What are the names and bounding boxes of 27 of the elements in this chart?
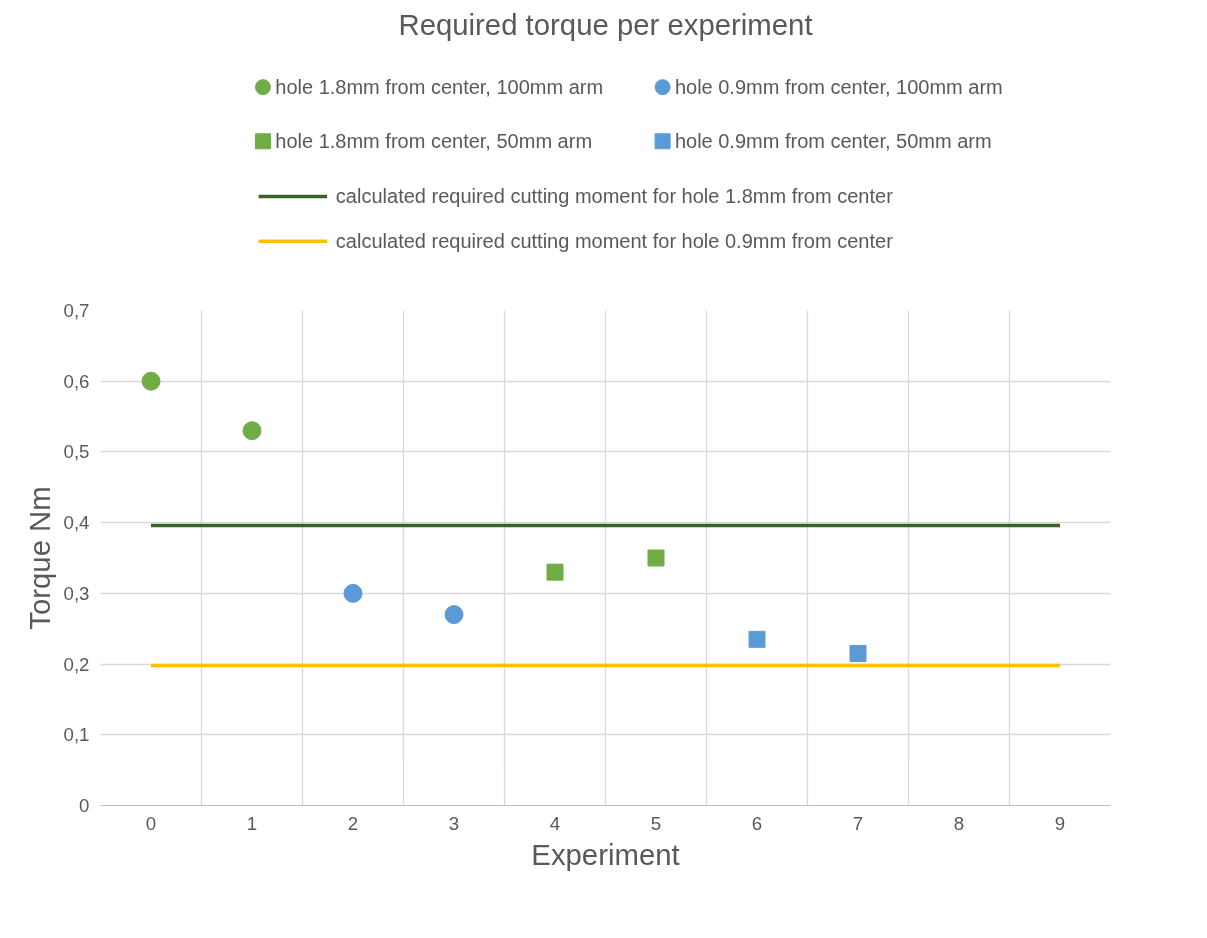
x-tick-label: 7 (852, 812, 864, 834)
y-axis-title: Torque Nm (22, 486, 56, 630)
legend-label: calculated required cutting moment for hole 0.9mm from center (335, 230, 894, 253)
y-tick-label: 0,2 (63, 653, 90, 675)
x-tick-label: 2 (347, 812, 359, 834)
y-tick-label: 0,1 (63, 724, 90, 746)
x-tick-label: 8 (953, 812, 965, 834)
x-tick-label: 1 (246, 812, 258, 834)
chart-title: Required torque per experiment (398, 7, 813, 41)
legend-label: hole 1.8mm from center, 100mm arm (275, 76, 604, 99)
x-tick-label: 3 (448, 812, 460, 834)
x-tick-label: 6 (751, 812, 763, 834)
x-tick-label: 0 (145, 812, 157, 834)
x-tick-label: 4 (549, 812, 561, 834)
legend-label: calculated required cutting moment for hole 1.8mm from center (335, 185, 894, 208)
y-tick-label: 0,4 (63, 512, 90, 534)
y-tick-label: 0,7 (63, 300, 90, 321)
legend-label: hole 0.9mm from center, 100mm arm (674, 76, 1003, 99)
y-tick-label: 0 (79, 795, 90, 816)
x-tick-label: 5 (650, 812, 662, 834)
y-tick-label: 0,5 (63, 441, 90, 463)
x-axis-title: Experiment (531, 837, 680, 871)
y-tick-label: 0,6 (63, 370, 90, 392)
y-tick-label: 0,3 (63, 582, 90, 604)
legend-label: hole 0.9mm from center, 50mm arm (674, 130, 992, 153)
x-tick-label: 9 (1054, 812, 1066, 834)
legend-label: hole 1.8mm from center, 50mm arm (275, 130, 593, 153)
